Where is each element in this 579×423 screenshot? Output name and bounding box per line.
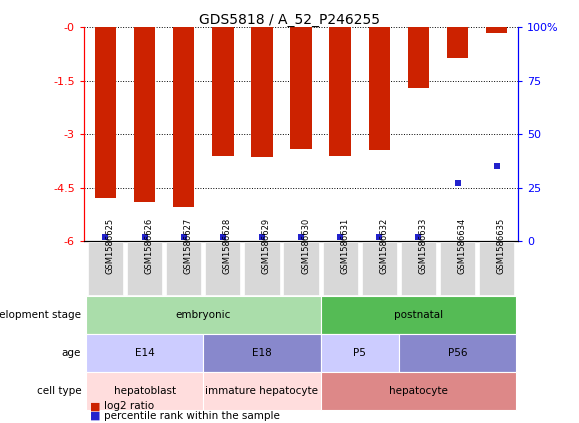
Point xyxy=(257,233,266,240)
Bar xyxy=(369,27,390,150)
Text: GSM1586627: GSM1586627 xyxy=(184,217,193,274)
Bar xyxy=(447,27,468,58)
Text: GSM1586631: GSM1586631 xyxy=(340,217,349,274)
Point xyxy=(375,233,384,240)
Bar xyxy=(321,372,516,410)
FancyBboxPatch shape xyxy=(88,242,123,295)
Point xyxy=(453,180,462,187)
FancyBboxPatch shape xyxy=(244,242,280,295)
Point xyxy=(296,233,306,240)
Text: E18: E18 xyxy=(252,348,272,358)
Bar xyxy=(321,334,399,372)
FancyBboxPatch shape xyxy=(127,242,162,295)
Point xyxy=(492,163,501,170)
Text: GSM1586634: GSM1586634 xyxy=(457,217,467,274)
Text: GSM1586625: GSM1586625 xyxy=(105,217,115,274)
Bar xyxy=(86,372,203,410)
Text: postnatal: postnatal xyxy=(394,310,443,320)
Text: GSM1586632: GSM1586632 xyxy=(379,217,389,274)
Text: development stage: development stage xyxy=(0,310,81,320)
Text: ■: ■ xyxy=(90,401,100,411)
Point xyxy=(218,233,228,240)
Point xyxy=(414,233,423,240)
Text: age: age xyxy=(62,348,81,358)
Text: embryonic: embryonic xyxy=(175,310,231,320)
Text: P56: P56 xyxy=(448,348,467,358)
Text: ■: ■ xyxy=(90,411,100,421)
FancyBboxPatch shape xyxy=(205,242,240,295)
Text: GSM1586629: GSM1586629 xyxy=(262,217,271,274)
Text: percentile rank within the sample: percentile rank within the sample xyxy=(104,411,280,421)
Bar xyxy=(212,27,233,156)
FancyBboxPatch shape xyxy=(362,242,397,295)
Bar xyxy=(86,296,321,334)
FancyBboxPatch shape xyxy=(284,242,318,295)
Bar xyxy=(95,27,116,198)
Bar xyxy=(173,27,195,207)
Bar xyxy=(486,27,507,33)
Point xyxy=(336,233,345,240)
Text: immature hepatocyte: immature hepatocyte xyxy=(206,386,318,396)
FancyBboxPatch shape xyxy=(401,242,436,295)
Text: GSM1586626: GSM1586626 xyxy=(145,217,153,274)
Text: hepatocyte: hepatocyte xyxy=(389,386,448,396)
Bar xyxy=(134,27,155,202)
FancyBboxPatch shape xyxy=(479,242,514,295)
Bar xyxy=(251,27,273,157)
Text: GDS5818 / A_52_P246255: GDS5818 / A_52_P246255 xyxy=(199,13,380,27)
FancyBboxPatch shape xyxy=(323,242,358,295)
Text: GSM1586628: GSM1586628 xyxy=(223,217,232,274)
Point xyxy=(140,233,149,240)
Text: log2 ratio: log2 ratio xyxy=(104,401,155,411)
Bar xyxy=(399,334,516,372)
Bar xyxy=(329,27,351,156)
Text: hepatoblast: hepatoblast xyxy=(113,386,175,396)
Bar xyxy=(321,296,516,334)
Text: cell type: cell type xyxy=(36,386,81,396)
Text: GSM1586630: GSM1586630 xyxy=(301,217,310,274)
Text: E14: E14 xyxy=(135,348,155,358)
Bar xyxy=(203,334,321,372)
Point xyxy=(101,233,110,240)
Bar xyxy=(290,27,312,148)
Bar xyxy=(408,27,429,88)
Bar xyxy=(86,334,203,372)
Point xyxy=(179,233,188,240)
Text: GSM1586635: GSM1586635 xyxy=(497,217,505,274)
Bar xyxy=(203,372,321,410)
Text: P5: P5 xyxy=(353,348,366,358)
FancyBboxPatch shape xyxy=(440,242,475,295)
FancyBboxPatch shape xyxy=(166,242,201,295)
Text: GSM1586633: GSM1586633 xyxy=(419,217,427,274)
